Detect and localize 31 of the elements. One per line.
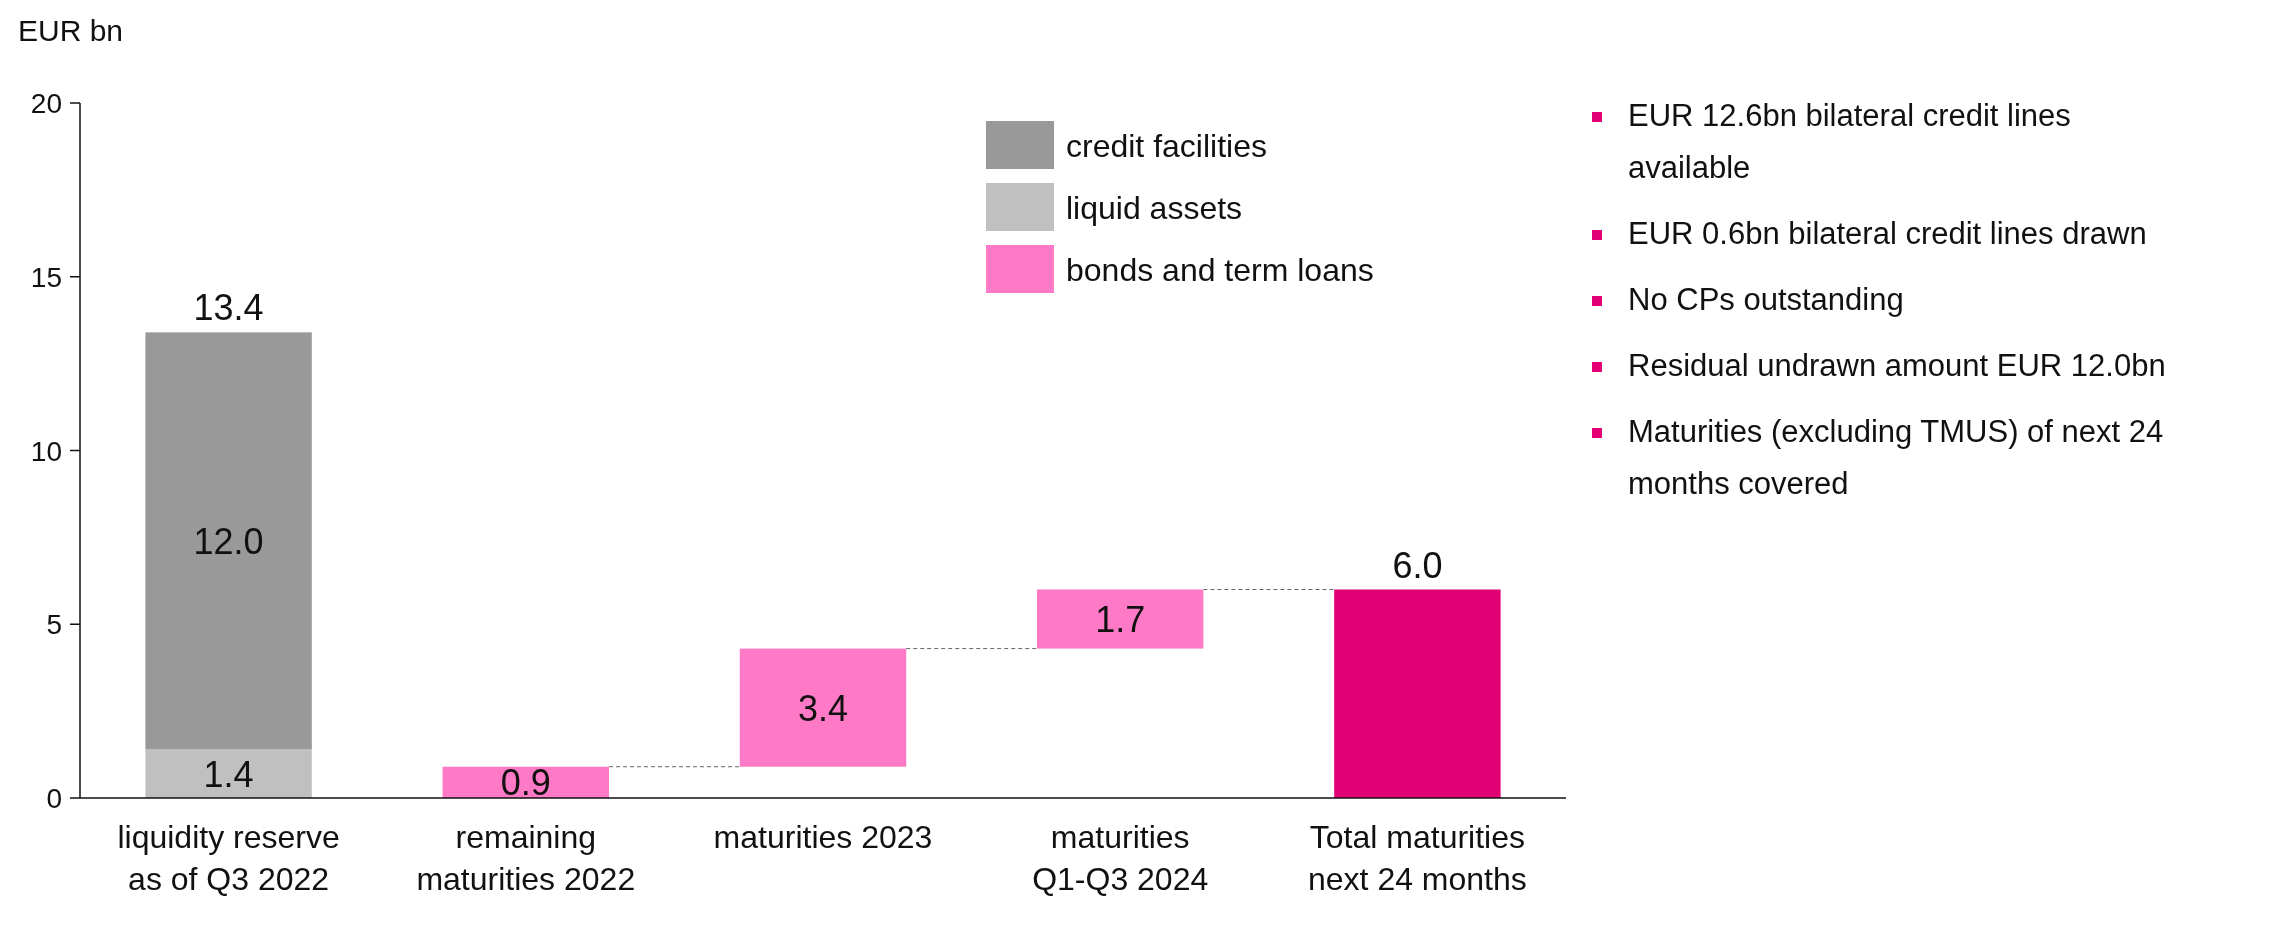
bar [145, 332, 312, 750]
text: Maturities (excluding TMUS) of next 24 months covered [1628, 414, 2164, 501]
text: No CPs outstanding [1628, 282, 1904, 317]
bar [145, 749, 312, 798]
bar [739, 648, 907, 767]
legend-label: credit facilities [1066, 128, 1267, 164]
bar [1036, 589, 1204, 649]
x-tick-label: liquidity reserve as of Q3 2022 [117, 819, 340, 897]
x-tick-label: maturities 2023 [713, 819, 933, 855]
y-tick-label: 0 [46, 783, 62, 814]
text: EUR 0.6bn bilateral credit lines drawn [1628, 216, 2147, 251]
x-tick-label: remaining maturities 2022 [416, 819, 636, 897]
y-tick-label: 20 [30, 88, 62, 119]
data-label: 0.9 [500, 762, 551, 804]
y-tick-label: 5 [46, 609, 62, 641]
x-tick-label: maturities Q1-Q3 2024 [1032, 819, 1209, 897]
bar [1334, 589, 1501, 798]
text: Residual undrawn amount EUR 12.0bn [1628, 348, 2166, 383]
total-label: 6.0 [1392, 544, 1443, 586]
y-tick-label: 15 [30, 261, 62, 293]
legend-label: bonds and term loans [1066, 252, 1374, 288]
data-label: 1.4 [203, 753, 254, 795]
x-tick-label: Total maturities next 24 months [1308, 819, 1527, 897]
data-label: 3.4 [797, 687, 849, 729]
data-label: 12.0 [193, 520, 264, 562]
total-label: 13.4 [193, 287, 264, 329]
y-tick-label: 10 [30, 435, 62, 467]
data-label: 1.7 [1095, 599, 1146, 641]
legend-label: liquid assets [1066, 190, 1243, 226]
y-axis-title: EUR bn [18, 14, 124, 47]
text: EUR 12.6bn bilateral credit lines available [1628, 98, 2071, 185]
